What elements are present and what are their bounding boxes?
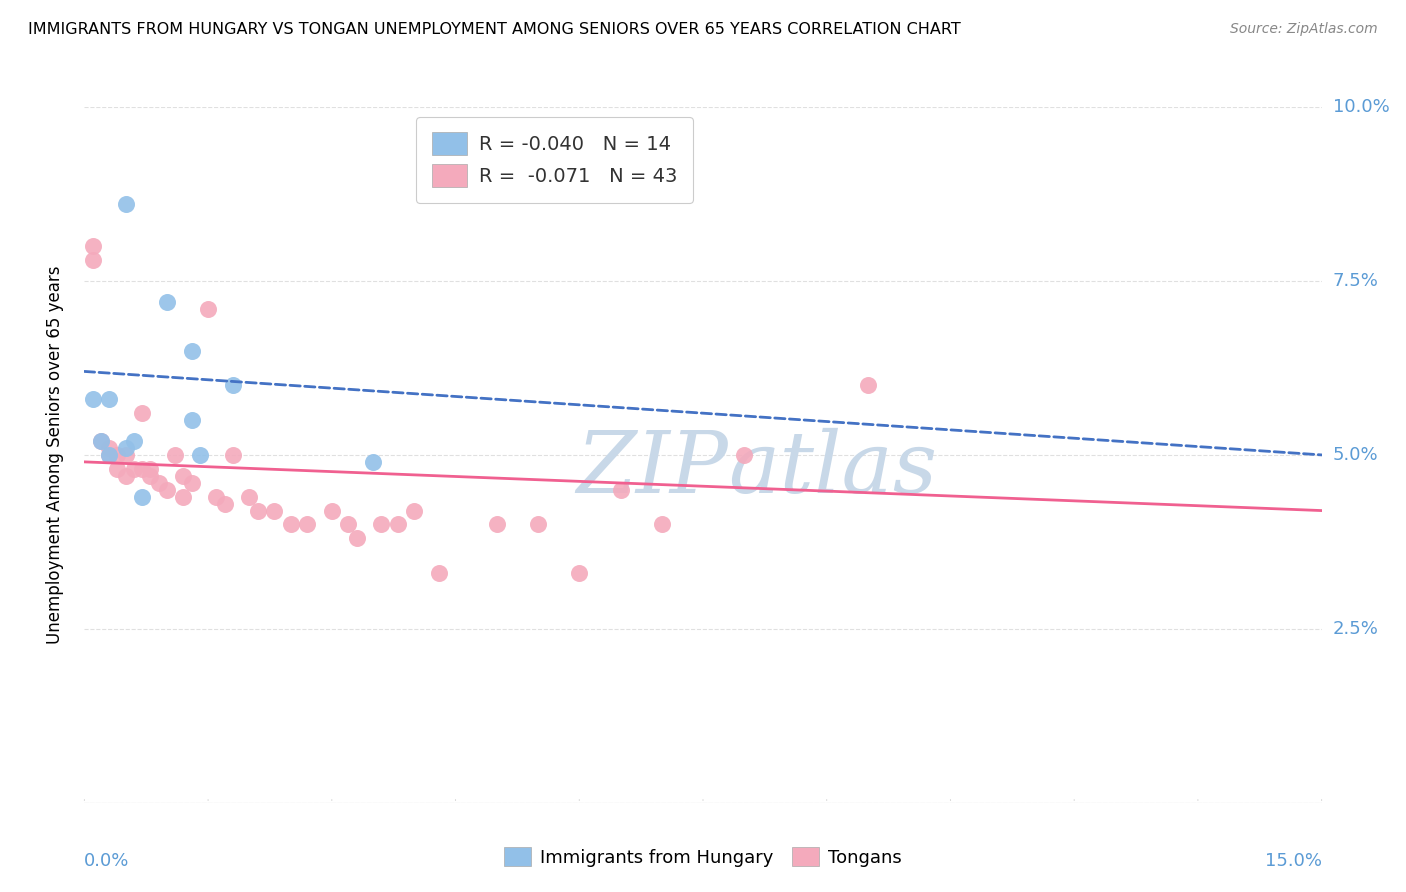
Point <box>172 490 194 504</box>
Point <box>114 197 136 211</box>
Y-axis label: Unemployment Among Seniors over 65 years: Unemployment Among Seniors over 65 years <box>45 266 63 644</box>
Text: 0.0%: 0.0% <box>84 852 129 870</box>
Point <box>172 468 194 483</box>
Point <box>361 455 384 469</box>
Point <box>156 483 179 497</box>
Point <box>98 448 121 462</box>
Point <box>82 239 104 253</box>
Text: ZIP: ZIP <box>576 427 728 510</box>
Point <box>156 294 179 309</box>
Point <box>527 517 550 532</box>
Point <box>180 413 202 427</box>
Point <box>122 434 145 448</box>
Point <box>90 434 112 448</box>
Point <box>180 475 202 490</box>
Point <box>139 462 162 476</box>
Point <box>114 448 136 462</box>
Point <box>197 301 219 316</box>
Point <box>188 448 211 462</box>
Point <box>238 490 260 504</box>
Text: 15.0%: 15.0% <box>1264 852 1322 870</box>
Point <box>114 468 136 483</box>
Legend: R = -0.040   N = 14, R =  -0.071   N = 43: R = -0.040 N = 14, R = -0.071 N = 43 <box>416 117 693 202</box>
Point <box>346 532 368 546</box>
Text: Source: ZipAtlas.com: Source: ZipAtlas.com <box>1230 22 1378 37</box>
Point <box>165 448 187 462</box>
Text: IMMIGRANTS FROM HUNGARY VS TONGAN UNEMPLOYMENT AMONG SENIORS OVER 65 YEARS CORRE: IMMIGRANTS FROM HUNGARY VS TONGAN UNEMPL… <box>28 22 960 37</box>
Point <box>214 497 236 511</box>
Point <box>485 517 508 532</box>
Point <box>568 566 591 581</box>
Point <box>404 503 426 517</box>
Point <box>98 392 121 407</box>
Point <box>139 468 162 483</box>
Point <box>98 441 121 455</box>
Point <box>733 448 755 462</box>
Point <box>280 517 302 532</box>
Point <box>609 483 631 497</box>
Point <box>321 503 343 517</box>
Point <box>427 566 450 581</box>
Point <box>131 490 153 504</box>
Point <box>387 517 409 532</box>
Point <box>295 517 318 532</box>
Text: 5.0%: 5.0% <box>1333 446 1378 464</box>
Point <box>98 448 121 462</box>
Point <box>114 441 136 455</box>
Point <box>90 434 112 448</box>
Text: atlas: atlas <box>728 427 936 510</box>
Point <box>131 406 153 420</box>
Point <box>651 517 673 532</box>
Point <box>148 475 170 490</box>
Point <box>180 343 202 358</box>
Point <box>131 462 153 476</box>
Legend: Immigrants from Hungary, Tongans: Immigrants from Hungary, Tongans <box>498 840 908 874</box>
Point <box>370 517 392 532</box>
Point <box>222 448 245 462</box>
Point <box>205 490 228 504</box>
Point <box>105 448 128 462</box>
Text: 7.5%: 7.5% <box>1333 272 1379 290</box>
Text: 2.5%: 2.5% <box>1333 620 1379 638</box>
Point <box>82 253 104 268</box>
Point <box>82 392 104 407</box>
Text: 10.0%: 10.0% <box>1333 98 1389 116</box>
Point <box>263 503 285 517</box>
Point <box>122 462 145 476</box>
Point <box>856 378 879 392</box>
Point <box>105 462 128 476</box>
Point <box>246 503 269 517</box>
Point <box>222 378 245 392</box>
Point <box>337 517 360 532</box>
